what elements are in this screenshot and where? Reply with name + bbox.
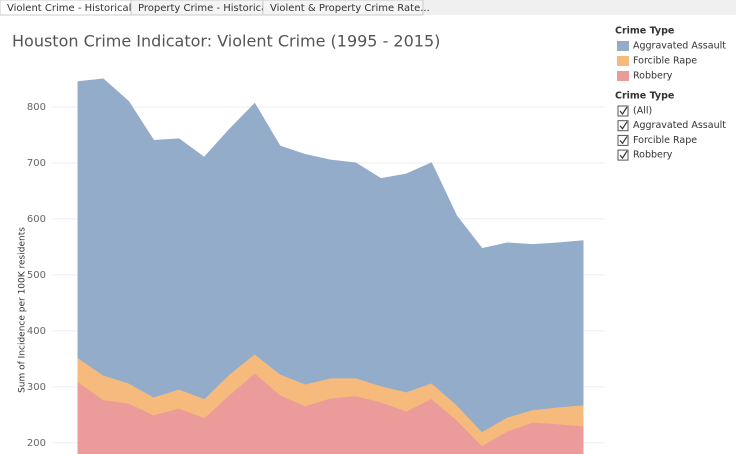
filter-label[interactable]: Forcible Rape [633, 135, 697, 146]
y-tick-label: 600 [27, 214, 46, 225]
legend-label: Forcible Rape [633, 56, 697, 67]
checkbox[interactable] [617, 120, 629, 132]
area [77, 78, 584, 433]
tab-label[interactable]: Property Crime - Historical [138, 3, 270, 14]
filter-label[interactable]: (All) [633, 106, 652, 117]
tab-label[interactable]: Violent Crime - Historical [7, 3, 131, 14]
legend-swatch [617, 56, 629, 66]
plot-area: 200 300 400 500 600 700 800 [27, 78, 605, 454]
y-tick-label: 200 [27, 438, 46, 449]
filter-label[interactable]: Aggravated Assault [633, 120, 726, 131]
tabs: Violent Crime - Historical Property Crime… [0, 0, 430, 16]
legend-label: Robbery [633, 71, 673, 82]
chart-title: Houston Crime Indicator: Violent Crime (… [12, 32, 440, 51]
checkmark[interactable] [619, 136, 628, 145]
tab-label[interactable]: Violent & Property Crime Rate... [270, 3, 430, 14]
legend-label: Aggravated Assault [633, 41, 726, 52]
y-axis-title: Sum of Incidence per 100K residents [18, 227, 28, 393]
filter-title: Crime Type [615, 91, 674, 102]
legend-title: Crime Type [615, 26, 674, 37]
checkmark[interactable] [619, 150, 628, 160]
legend-swatch [617, 71, 629, 81]
tab[interactable] [262, 0, 424, 16]
y-tick-label: 800 [27, 102, 46, 113]
y-tick-label: 700 [27, 158, 46, 169]
filter-label[interactable]: Robbery [633, 150, 673, 161]
y-tick-label: 500 [27, 270, 46, 281]
legend: Aggravated Assault Forcible Rape Robbery (A… [617, 41, 726, 161]
checkmark[interactable] [619, 121, 628, 130]
checkbox[interactable] [617, 134, 629, 146]
checkbox[interactable] [617, 149, 629, 161]
checkbox[interactable] [617, 105, 629, 117]
y-tick-label: 300 [27, 382, 46, 393]
checkmark[interactable] [619, 106, 628, 116]
legend-swatch [617, 41, 629, 51]
y-tick-label: 400 [27, 326, 46, 337]
